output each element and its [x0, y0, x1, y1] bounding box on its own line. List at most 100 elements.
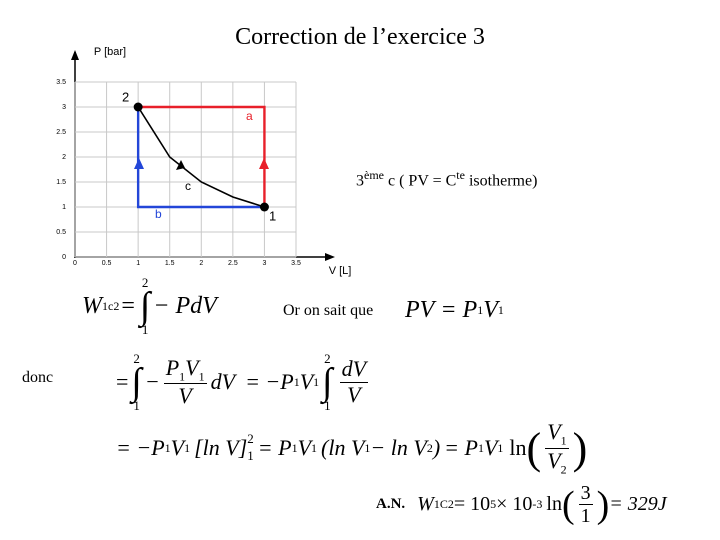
series-label: b — [155, 207, 162, 221]
y-tick-label: 2 — [62, 154, 66, 161]
state-point — [259, 202, 269, 212]
integral: 2 ∫ 1 — [322, 352, 332, 412]
text: 1 — [497, 303, 504, 317]
text: ∫ — [139, 285, 151, 327]
text: 2 — [426, 440, 433, 455]
title: Correction de l’exercice 3 — [235, 24, 485, 50]
text: V — [483, 297, 498, 323]
text: donc — [22, 369, 54, 386]
fraction: P1V1 V — [163, 354, 207, 409]
text: 1 — [560, 433, 567, 448]
x-tick-label: 1 — [136, 260, 140, 267]
text: 1 — [580, 505, 591, 527]
text: 3 — [578, 482, 593, 505]
text: = 10 — [453, 493, 491, 515]
point-label: 1 — [269, 208, 276, 223]
text: te — [456, 168, 465, 182]
x-tick-label: 0 — [73, 260, 77, 267]
text: 1 — [293, 374, 300, 389]
text: 2 — [324, 351, 331, 366]
text: V — [547, 447, 561, 473]
text: V — [547, 419, 561, 444]
x-tick-label: 2.5 — [228, 260, 238, 267]
text: Or on sait que — [283, 302, 374, 319]
text: = — [121, 292, 135, 319]
text: dV — [339, 356, 369, 383]
text: V — [483, 435, 498, 461]
series-line — [137, 106, 265, 208]
y-tick-label: 2.5 — [56, 129, 66, 136]
text: P — [165, 354, 180, 380]
text: ∫ — [322, 361, 333, 403]
point-label: 2 — [122, 89, 129, 104]
x-tick-label: 0.5 — [102, 260, 112, 267]
text: = 329J — [609, 493, 667, 515]
text: c ( PV = C — [384, 172, 457, 190]
text: 1 — [198, 369, 205, 384]
text: 1 — [477, 440, 484, 455]
x-tick-label: 3.5 — [291, 260, 301, 267]
text: = P — [440, 297, 478, 323]
y-tick-label: 0 — [62, 254, 66, 261]
x-tick-label: 2 — [199, 260, 203, 267]
integral: 2 ∫ 1 — [131, 352, 141, 412]
text: PV — [405, 297, 435, 323]
text: − PdV — [153, 292, 217, 319]
y-tick-label: 0.5 — [56, 229, 66, 236]
arrow-c — [176, 160, 185, 170]
text: ) — [432, 435, 441, 461]
text: V — [185, 354, 199, 380]
text: ln — [509, 435, 527, 461]
text: × 10 — [496, 493, 533, 515]
text: ème — [364, 168, 384, 182]
text: W — [417, 493, 434, 515]
text: = −P — [245, 369, 294, 395]
text: ( — [561, 483, 575, 526]
y-tick-label: 1 — [62, 204, 66, 211]
text: ln — [546, 493, 562, 515]
text: 1 — [141, 322, 149, 338]
text: (ln V — [321, 435, 365, 461]
text: 1 — [247, 448, 254, 464]
text: 5 — [490, 497, 497, 511]
y-tick-label: 1.5 — [56, 179, 66, 186]
y-tick-label: 3 — [62, 104, 66, 111]
integral: 2 ∫ 1 — [140, 276, 150, 336]
text: = — [116, 369, 129, 395]
x-axis-label: V [L] — [329, 265, 352, 277]
chart: P [bar] V [L] 0 0.5 1 1.5 2 2.5 3 3.5 0 0.5 1 1.5 2 2… — [56, 46, 352, 277]
equation: = 2 ∫ 1 − P1V1 V dV = −P 1 V 1 2 ∫ 1 dV V — [116, 352, 372, 412]
text: V — [299, 369, 314, 395]
fraction: V1 V2 — [545, 419, 569, 476]
text: − — [144, 369, 160, 395]
text: ∫ — [131, 361, 142, 403]
text: = −P — [116, 435, 165, 461]
text: 1 — [311, 440, 318, 455]
text: V — [178, 383, 192, 409]
equation: W 1c2 = 2 ∫ 1 − PdV — [82, 276, 217, 336]
y-axis-label: P [bar] — [94, 46, 126, 58]
text: = P — [257, 435, 292, 461]
text: V — [170, 435, 185, 461]
x-tick-label: 1.5 — [165, 260, 175, 267]
text: isotherme) — [464, 172, 538, 190]
state-point — [133, 102, 143, 112]
text: W — [82, 292, 102, 319]
fraction: dV V — [339, 356, 369, 406]
text: dV — [210, 369, 236, 395]
text: − ln V — [370, 435, 427, 461]
text: A.N. — [376, 496, 406, 512]
text: ) — [572, 423, 588, 473]
x-tick-label: 3 — [262, 260, 266, 267]
series-label: c — [185, 179, 191, 193]
text: 1 — [184, 440, 191, 455]
text: 2 — [247, 431, 254, 447]
text: ( — [526, 423, 542, 473]
note: 3ème c ( PV = Cte isotherme) — [356, 168, 537, 190]
text: 1c2 — [102, 298, 120, 313]
text: 1 — [179, 369, 186, 384]
